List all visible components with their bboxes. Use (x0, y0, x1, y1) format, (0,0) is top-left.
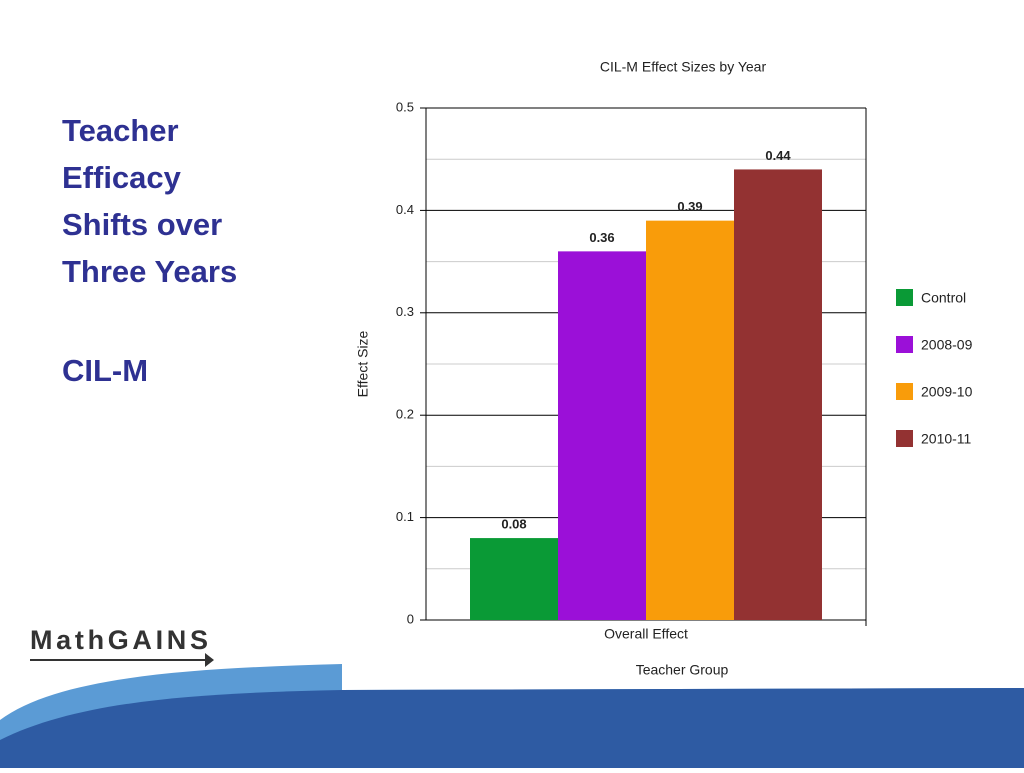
slide-subtitle: CIL-M (62, 353, 148, 388)
x-tick-label: Overall Effect (604, 626, 688, 642)
value-label: 0.36 (589, 230, 614, 245)
y-tick-label: 0.1 (396, 509, 414, 524)
bar (470, 538, 558, 620)
bar (734, 169, 822, 620)
slide-title-line: Three Years (62, 254, 237, 289)
footer-band (0, 688, 1024, 768)
logo-arrow (30, 653, 214, 667)
value-label: 0.44 (765, 148, 791, 163)
y-tick-label: 0 (407, 611, 414, 626)
slide-title: Teacher Efficacy Shifts over Three Years (62, 113, 237, 289)
y-tick-label: 0.2 (396, 407, 414, 422)
legend-label: 2010-11 (921, 431, 972, 447)
legend-swatch (896, 430, 913, 447)
legend-label: 2009-10 (921, 384, 973, 400)
y-tick-label: 0.4 (396, 202, 414, 217)
slide-title-line: Teacher (62, 113, 179, 148)
slide-title-line: Shifts over (62, 207, 222, 242)
logo: MathGAINS (30, 625, 208, 655)
legend-swatch (896, 383, 913, 400)
value-label: 0.39 (677, 199, 702, 214)
value-label: 0.08 (501, 517, 526, 532)
y-tick-label: 0.5 (396, 99, 414, 114)
chart-title: CIL-M Effect Sizes by Year (600, 59, 767, 75)
legend-label: Control (921, 290, 966, 306)
bar (646, 220, 734, 620)
y-axis-label: Effect Size (355, 330, 371, 397)
legend-swatch (896, 289, 913, 306)
slide-title-line: Efficacy (62, 160, 182, 195)
legend-swatch (896, 336, 913, 353)
legend-label: 2008-09 (921, 337, 973, 353)
x-axis-label: Teacher Group (636, 662, 729, 678)
y-tick-label: 0.3 (396, 304, 414, 319)
bar (558, 251, 646, 621)
